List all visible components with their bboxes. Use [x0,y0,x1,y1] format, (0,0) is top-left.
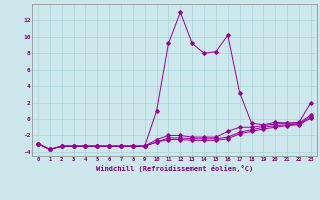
X-axis label: Windchill (Refroidissement éolien,°C): Windchill (Refroidissement éolien,°C) [96,165,253,172]
